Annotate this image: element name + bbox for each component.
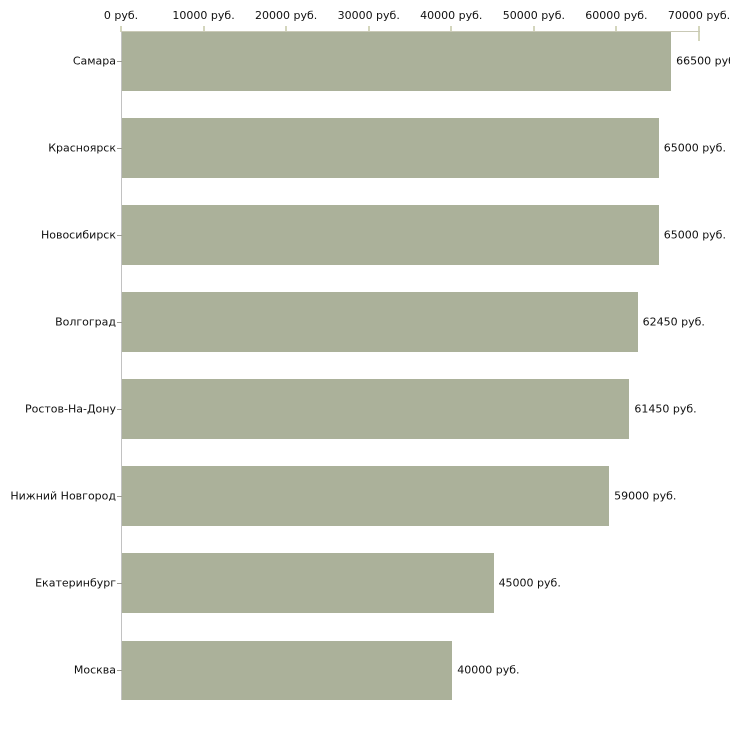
- value-label: 65000 руб.: [663, 141, 726, 155]
- value-label: 66500 руб.: [676, 54, 730, 68]
- value-label: 59000 руб.: [614, 489, 677, 503]
- x-axis-tick-label: 50000 руб.: [502, 9, 565, 22]
- x-axis-tick-mark: [285, 26, 288, 32]
- category-label: Новосибирск: [40, 228, 116, 242]
- bar: [122, 553, 494, 613]
- category-label: Волгоград: [55, 315, 116, 329]
- bar: [122, 31, 672, 91]
- value-label: 40000 руб.: [457, 663, 520, 677]
- category-tick-mark: [117, 235, 122, 236]
- bar: [122, 118, 659, 178]
- category-label: Ростов-На-Дону: [24, 402, 116, 416]
- value-label: 61450 руб.: [634, 402, 697, 416]
- bar: [122, 466, 610, 526]
- x-axis-tick-mark: [202, 26, 205, 32]
- bar: [122, 292, 638, 352]
- x-axis-tick-label: 60000 руб.: [585, 9, 648, 22]
- bar: [122, 640, 453, 700]
- category-tick-mark: [117, 583, 122, 584]
- category-tick-mark: [117, 61, 122, 62]
- category-label: Москва: [73, 663, 116, 677]
- x-axis-tick-mark: [698, 26, 700, 41]
- x-axis-tick-mark: [367, 26, 370, 32]
- value-label: 62450 руб.: [642, 315, 705, 329]
- category-label: Нижний Новгород: [10, 489, 116, 503]
- x-axis-tick-mark: [532, 26, 535, 32]
- category-tick-mark: [117, 148, 122, 149]
- x-axis-line: [121, 31, 700, 32]
- category-tick-mark: [117, 496, 122, 497]
- category-label: Красноярск: [48, 141, 116, 155]
- x-axis-tick-mark: [615, 26, 618, 32]
- x-axis-tick-label: 30000 руб.: [337, 9, 400, 22]
- value-label: 45000 руб.: [498, 576, 561, 590]
- bar: [122, 205, 659, 265]
- x-axis-tick-label: 0 руб.: [103, 9, 139, 22]
- y-axis-line: [121, 31, 122, 700]
- x-axis-tick-label: 10000 руб.: [172, 9, 235, 22]
- x-axis-tick-mark: [450, 26, 453, 32]
- category-label: Самара: [72, 54, 116, 68]
- x-axis-tick-label: 40000 руб.: [420, 9, 483, 22]
- category-label: Екатеринбург: [35, 576, 116, 590]
- category-tick-mark: [117, 322, 122, 323]
- bar: [122, 379, 630, 439]
- category-tick-mark: [117, 670, 122, 671]
- x-axis-tick-label: 70000 руб.: [667, 9, 730, 22]
- category-tick-mark: [117, 409, 122, 410]
- x-axis-tick-mark: [120, 26, 122, 32]
- value-label: 65000 руб.: [663, 228, 726, 242]
- x-axis-tick-label: 20000 руб.: [255, 9, 318, 22]
